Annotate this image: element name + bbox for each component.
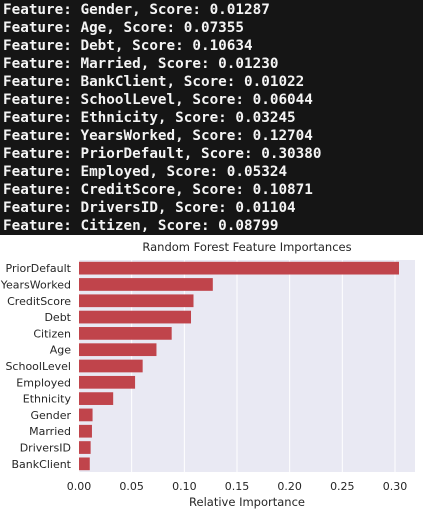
console-line: Feature: Ethnicity, Score: 0.03245 bbox=[3, 110, 296, 126]
x-tick-label: 0.20 bbox=[277, 480, 302, 493]
bar-employed bbox=[79, 375, 136, 389]
console-line: Feature: Citizen, Score: 0.08799 bbox=[3, 218, 279, 234]
y-tick-label: SchoolLevel bbox=[5, 360, 71, 373]
x-tick-label: 0.05 bbox=[119, 480, 144, 493]
console-line: Feature: Gender, Score: 0.01287 bbox=[3, 2, 270, 18]
y-tick-label: Employed bbox=[16, 376, 71, 389]
console-line: Feature: PriorDefault, Score: 0.30380 bbox=[3, 146, 322, 162]
y-tick-label: PriorDefault bbox=[6, 262, 72, 275]
y-tick-label: BankClient bbox=[12, 458, 72, 471]
bar-married bbox=[79, 424, 92, 438]
bar-ethnicity bbox=[79, 392, 114, 405]
x-tick-label: 0.10 bbox=[172, 480, 197, 493]
bar-citizen bbox=[79, 327, 172, 340]
y-tick-label: Married bbox=[29, 425, 71, 438]
bar-gender bbox=[79, 408, 93, 422]
x-tick-labels: 0.00 0.05 0.10 0.15 0.20 0.25 0.30 bbox=[67, 480, 407, 493]
y-tick-label: Age bbox=[50, 344, 72, 357]
y-tick-label: YearsWorked bbox=[0, 278, 71, 291]
y-tick-label: Citizen bbox=[33, 327, 71, 340]
bar-yearsworked bbox=[79, 278, 213, 291]
bar-creditscore bbox=[79, 294, 194, 308]
console-line: Feature: Married, Score: 0.01230 bbox=[3, 56, 279, 72]
y-tick-labels: PriorDefault YearsWorked CreditScore Debt Ci… bbox=[0, 262, 72, 471]
chart-title: Random Forest Feature Importances bbox=[142, 240, 351, 254]
bar-bankclient bbox=[79, 457, 90, 471]
console-line: Feature: CreditScore, Score: 0.10871 bbox=[3, 182, 313, 198]
console-line: Feature: Age, Score: 0.07355 bbox=[3, 20, 245, 36]
console-line: Feature: Employed, Score: 0.05324 bbox=[3, 164, 288, 180]
y-tick-label: Gender bbox=[30, 409, 71, 422]
y-tick-label: Ethnicity bbox=[23, 393, 72, 406]
x-tick-label: 0.30 bbox=[383, 480, 408, 493]
console-line: Feature: DriversID, Score: 0.01104 bbox=[3, 200, 296, 216]
y-tick-label: Debt bbox=[44, 311, 71, 324]
console-line: Feature: SchoolLevel, Score: 0.06044 bbox=[3, 92, 313, 108]
console-line: Feature: YearsWorked, Score: 0.12704 bbox=[3, 128, 313, 144]
console-output: Feature: Gender, Score: 0.01287 Feature: … bbox=[0, 0, 423, 235]
bar-schoollevel bbox=[79, 359, 143, 373]
bar-age bbox=[79, 343, 157, 357]
console-line: Feature: BankClient, Score: 0.01022 bbox=[3, 74, 305, 90]
x-tick-label: 0.00 bbox=[67, 480, 92, 493]
bars bbox=[79, 261, 399, 471]
bar-debt bbox=[79, 310, 192, 324]
y-tick-label: CreditScore bbox=[7, 295, 71, 308]
bar-driversid bbox=[79, 441, 91, 454]
feature-importance-chart: PriorDefault YearsWorked CreditScore Debt Ci… bbox=[0, 240, 415, 509]
x-tick-label: 0.15 bbox=[225, 480, 250, 493]
y-tick-label: DriversID bbox=[20, 442, 71, 455]
feature-importance-figure: PriorDefault YearsWorked CreditScore Debt Ci… bbox=[0, 235, 423, 515]
x-tick-label: 0.25 bbox=[330, 480, 355, 493]
x-axis-label: Relative Importance bbox=[189, 495, 305, 509]
bar-priordefault bbox=[79, 261, 399, 275]
console-line: Feature: Debt, Score: 0.10634 bbox=[3, 38, 253, 54]
